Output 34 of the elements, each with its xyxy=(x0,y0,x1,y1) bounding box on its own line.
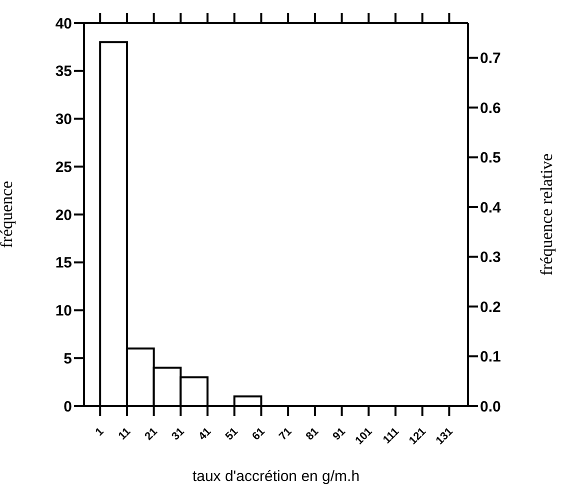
y-tick-label: 15 xyxy=(55,254,72,272)
y2-tick-label: 0.6 xyxy=(480,100,501,117)
x-tick-label: 101 xyxy=(353,426,375,448)
x-tick-label: 1 xyxy=(93,426,106,438)
y2-tick-label: 0.2 xyxy=(480,298,501,316)
y-tick-label: 25 xyxy=(55,158,72,176)
y2-tick-label: 0.3 xyxy=(480,249,501,266)
y2-tick-label: 0.7 xyxy=(480,50,501,68)
x-tick-label: 91 xyxy=(330,426,348,443)
x-tick-label: 51 xyxy=(223,426,240,443)
y2-axis-title: fréquence relative xyxy=(537,153,556,276)
y2-tick-label: 0.5 xyxy=(480,150,501,167)
x-tick-label: 111 xyxy=(381,426,402,446)
x-tick-label: 61 xyxy=(250,426,268,443)
x-tick-label: 71 xyxy=(277,426,294,443)
x-tick-label: 41 xyxy=(196,426,214,443)
x-tick-label: 131 xyxy=(434,426,456,448)
y-tick-label: 35 xyxy=(55,63,72,80)
y2-tick-label: 0.0 xyxy=(480,398,501,416)
y-tick-label: 40 xyxy=(55,15,72,32)
x-tick-label: 31 xyxy=(170,426,187,443)
y2-tick-label: 0.4 xyxy=(480,199,502,216)
y-tick-label: 0 xyxy=(64,398,72,416)
y-tick-label: 20 xyxy=(55,206,72,224)
y-tick-label: 30 xyxy=(55,111,72,128)
x-axis-title: taux d'accrétion en g/m.h xyxy=(192,468,360,485)
x-tick-label: 121 xyxy=(407,426,428,448)
x-tick-label: 11 xyxy=(116,426,134,442)
y2-tick-label: 0.1 xyxy=(480,348,501,366)
y-axis-title: fréquence xyxy=(0,180,16,248)
x-tick-label: 21 xyxy=(142,426,160,443)
y-tick-label: 10 xyxy=(55,302,72,320)
y-tick-label: 5 xyxy=(64,350,72,368)
x-tick-label: 81 xyxy=(304,426,322,443)
